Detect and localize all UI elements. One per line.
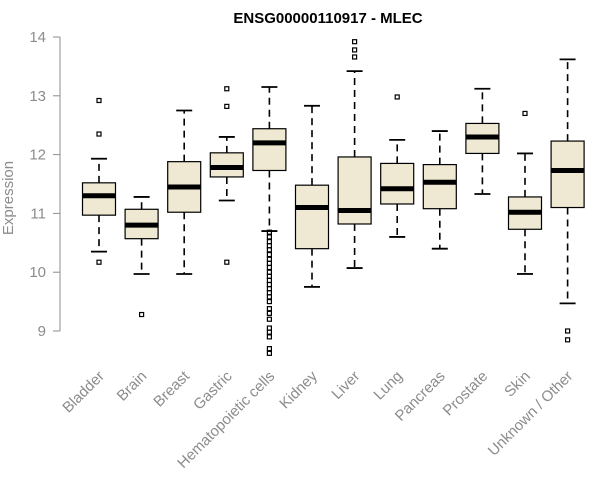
box: [422, 163, 457, 210]
x-tick-label: Prostate: [440, 368, 492, 420]
outlier-point: [266, 286, 272, 292]
outlier-point: [224, 86, 230, 92]
x-tick-label: Brain: [114, 368, 151, 405]
box-group: [81, 97, 117, 265]
outlier-point: [266, 310, 272, 316]
box: [252, 128, 287, 172]
outlier-point: [266, 306, 272, 312]
outlier-point: [266, 299, 272, 305]
outlier-point: [266, 316, 272, 322]
y-axis: 9 10 11 12 13 14: [29, 29, 60, 340]
y-axis-label: Expression: [0, 161, 17, 235]
box: [81, 182, 117, 216]
outlier-point: [266, 260, 272, 266]
outlier-point: [266, 234, 272, 240]
box: [209, 152, 244, 178]
box-group: [124, 196, 159, 318]
box-group: [550, 58, 585, 343]
outlier-point: [522, 110, 528, 117]
outlier-point: [266, 294, 272, 300]
outlier-point: [564, 337, 571, 343]
outlier-point: [224, 103, 230, 109]
box: [294, 184, 330, 250]
outlier-point: [224, 259, 230, 265]
box-group: [465, 87, 500, 195]
outlier-point: [266, 277, 272, 284]
outlier-point: [96, 97, 102, 104]
outlier-point: [266, 239, 272, 245]
outlier-point: [266, 251, 272, 258]
outlier-point: [266, 346, 272, 352]
chart-title: ENSG00000110917 - MLEC: [233, 10, 422, 27]
outlier-point: [266, 243, 272, 249]
outlier-point: [266, 247, 272, 253]
y-tick-label: 9: [38, 323, 46, 340]
box-group: [507, 110, 543, 275]
outlier-point: [352, 39, 358, 45]
box-group: [380, 94, 415, 238]
box: [380, 162, 415, 205]
outlier-point: [266, 334, 272, 340]
outlier-point: [266, 329, 272, 335]
outlier-point: [266, 269, 272, 275]
x-tick-label: Lung: [370, 368, 406, 404]
outlier-point: [266, 229, 272, 235]
outlier-point: [266, 350, 272, 356]
y-tick-label: 13: [29, 88, 46, 105]
boxes: [81, 39, 585, 356]
box-group: [294, 104, 330, 288]
outlier-point: [96, 259, 102, 265]
outlier-point: [564, 328, 571, 334]
outlier-point: [266, 281, 272, 288]
box-group: [167, 109, 202, 275]
outlier-point: [266, 290, 272, 296]
y-tick-label: 10: [29, 264, 46, 281]
box-group: [422, 130, 457, 250]
outlier-point: [352, 47, 358, 53]
y-tick-label: 12: [29, 147, 46, 164]
outlier-point: [96, 131, 102, 137]
box-group: [252, 86, 287, 356]
y-tick-label: 11: [30, 205, 46, 222]
outlier-point: [352, 54, 358, 60]
x-tick-label: Kidney: [276, 367, 321, 412]
outlier-point: [266, 273, 272, 279]
y-tick-label: 14: [29, 29, 46, 46]
outlier-point: [266, 325, 272, 331]
outlier-point: [266, 264, 272, 271]
box: [550, 140, 585, 209]
x-tick-label: Bladder: [59, 368, 108, 417]
outlier-point: [394, 94, 400, 100]
outlier-point: [266, 256, 272, 262]
x-tick-label: Skin: [501, 368, 534, 401]
x-tick-label: Breast: [150, 367, 193, 410]
box-group: [337, 39, 372, 269]
box-group: [209, 86, 244, 265]
box: [337, 156, 372, 225]
outlier-point: [139, 311, 145, 318]
x-tick-label: Liver: [328, 368, 363, 403]
